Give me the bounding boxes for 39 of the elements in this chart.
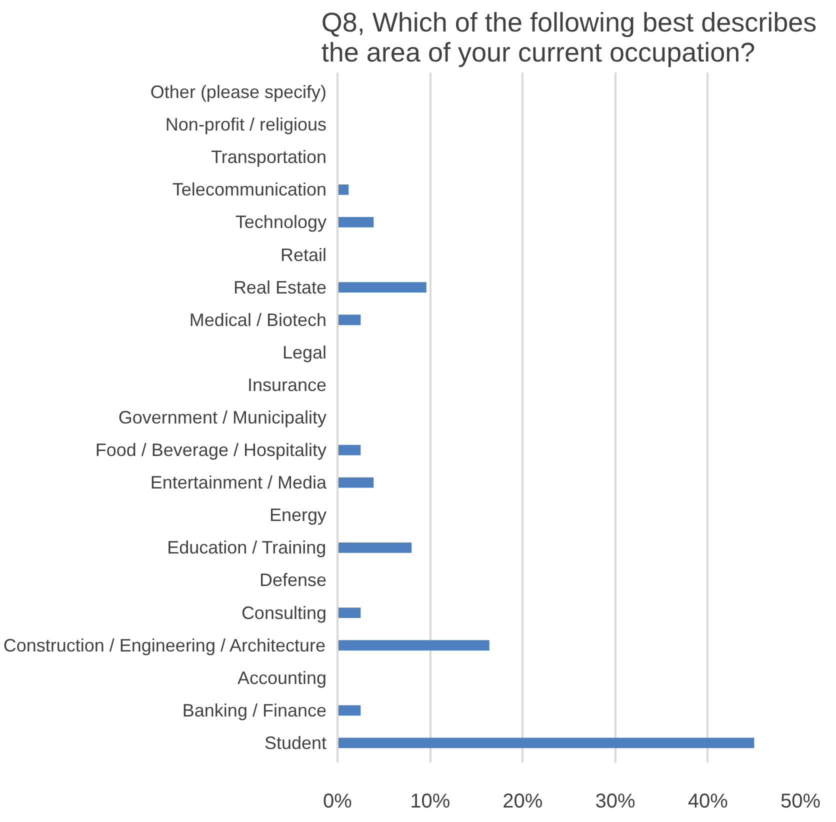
y-tick-label: Energy xyxy=(269,505,327,526)
x-tick-label: 40% xyxy=(688,790,728,812)
bar xyxy=(338,282,426,293)
y-tick-label: Medical / Biotech xyxy=(189,310,327,330)
y-tick-label: Consulting xyxy=(241,602,327,623)
bar xyxy=(338,640,490,651)
bar xyxy=(338,608,361,618)
y-tick-label: Telecommunication xyxy=(172,180,327,200)
x-tick-label: 10% xyxy=(410,790,450,812)
y-tick-label: Transportation xyxy=(211,147,327,168)
y-tick-label: Legal xyxy=(282,342,327,362)
y-tick-label: Student xyxy=(264,732,327,753)
bar xyxy=(338,542,412,553)
y-tick-label: Non-profit / religious xyxy=(165,114,327,135)
bar xyxy=(338,705,361,716)
y-tick-label: Education / Training xyxy=(167,538,326,558)
y-tick-label: Food / Beverage / Hospitality xyxy=(95,440,327,460)
y-tick-label: Retail xyxy=(280,244,327,265)
bar xyxy=(338,477,374,488)
bar xyxy=(338,444,361,456)
y-tick-label: Construction / Engineering / Architecture xyxy=(3,635,326,656)
bar xyxy=(338,738,754,748)
y-tick-label: Banking / Finance xyxy=(182,700,327,720)
y-tick-label: Accounting xyxy=(237,668,327,688)
x-tick-label: 20% xyxy=(502,790,543,812)
y-tick-label: Government / Municipality xyxy=(118,408,327,428)
x-tick-label: 0% xyxy=(323,790,352,812)
y-tick-label: Insurance xyxy=(247,374,327,395)
y-tick-label: Defense xyxy=(259,570,327,590)
y-tick-label: Technology xyxy=(235,212,327,232)
x-tick-label: 30% xyxy=(595,790,636,812)
bar xyxy=(338,184,349,195)
y-tick-label: Entertainment / Media xyxy=(150,472,328,493)
y-tick-label: Real Estate xyxy=(233,277,327,298)
y-tick-label: Other (please specify) xyxy=(150,82,327,102)
chart-title: Q8, Which of the following best describes the area of your current occupation? xyxy=(321,8,817,68)
x-tick-label: 50% xyxy=(780,790,821,812)
bar xyxy=(338,217,374,228)
bar xyxy=(338,314,361,326)
